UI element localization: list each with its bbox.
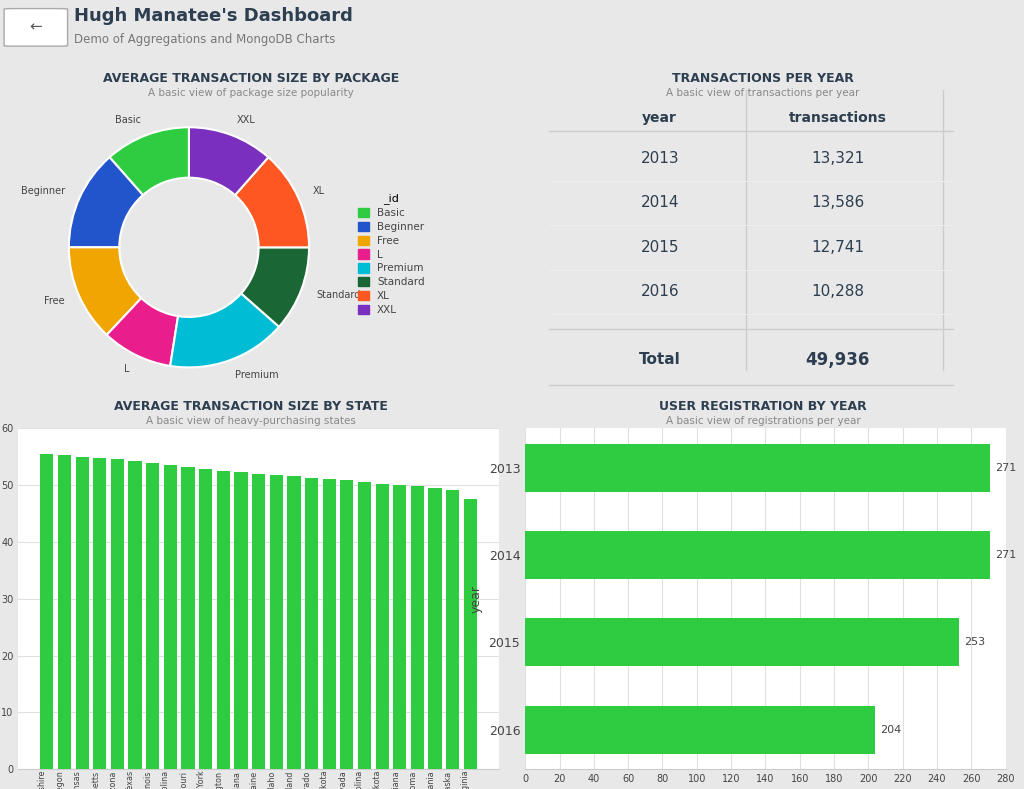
Bar	[464, 499, 477, 769]
Text: 49,936: 49,936	[805, 351, 869, 369]
Text: 12,741: 12,741	[811, 240, 864, 255]
Text: A basic view of package size popularity: A basic view of package size popularity	[148, 88, 353, 98]
Text: 204: 204	[881, 725, 901, 735]
Text: transactions: transactions	[788, 110, 887, 125]
Bar	[376, 484, 389, 769]
Bar	[93, 458, 106, 769]
Bar	[357, 482, 371, 769]
Text: 2016: 2016	[640, 284, 679, 299]
Text: 271: 271	[995, 550, 1017, 560]
Bar	[269, 475, 283, 769]
Bar	[217, 471, 230, 769]
Bar	[58, 455, 71, 769]
Text: AVERAGE TRANSACTION SIZE BY STATE: AVERAGE TRANSACTION SIZE BY STATE	[114, 400, 388, 413]
Text: USER REGISTRATION BY YEAR: USER REGISTRATION BY YEAR	[659, 400, 866, 413]
Bar	[288, 477, 300, 769]
Y-axis label: year: year	[470, 585, 483, 613]
Bar	[164, 465, 177, 769]
Text: 253: 253	[965, 638, 985, 648]
Bar	[252, 473, 265, 769]
Bar	[181, 467, 195, 769]
Text: ←: ←	[30, 19, 42, 35]
Bar	[525, 443, 990, 492]
Bar	[525, 619, 959, 667]
Bar	[76, 457, 89, 769]
Bar	[446, 489, 460, 769]
Bar	[411, 486, 424, 769]
Text: 2013: 2013	[640, 151, 679, 166]
Text: A basic view of heavy-purchasing states: A basic view of heavy-purchasing states	[146, 416, 355, 425]
Text: TRANSACTIONS PER YEAR: TRANSACTIONS PER YEAR	[672, 73, 854, 85]
Bar	[305, 478, 318, 769]
Text: 13,321: 13,321	[811, 151, 864, 166]
Text: Hugh Manatee's Dashboard: Hugh Manatee's Dashboard	[74, 7, 352, 25]
Bar	[234, 473, 248, 769]
Text: AVERAGE TRANSACTION SIZE BY PACKAGE: AVERAGE TRANSACTION SIZE BY PACKAGE	[102, 73, 399, 85]
Bar	[128, 461, 141, 769]
Bar	[199, 469, 212, 769]
Text: Total: Total	[639, 353, 681, 368]
Bar	[428, 488, 441, 769]
Text: 10,288: 10,288	[811, 284, 864, 299]
Bar	[340, 481, 353, 769]
Bar	[146, 463, 160, 769]
Text: Demo of Aggregations and MongoDB Charts: Demo of Aggregations and MongoDB Charts	[74, 32, 335, 46]
Bar	[525, 531, 990, 579]
Text: A basic view of registrations per year: A basic view of registrations per year	[666, 416, 860, 425]
Text: year: year	[642, 110, 677, 125]
Bar	[323, 479, 336, 769]
Text: 2014: 2014	[640, 196, 679, 211]
FancyBboxPatch shape	[4, 9, 68, 46]
Bar	[40, 454, 53, 769]
Bar	[111, 459, 124, 769]
Text: 13,586: 13,586	[811, 196, 864, 211]
Text: 271: 271	[995, 462, 1017, 473]
Text: A basic view of transactions per year: A basic view of transactions per year	[667, 88, 859, 98]
Legend: Basic, Beginner, Free, L, Premium, Standard, XL, XXL: Basic, Beginner, Free, L, Premium, Stand…	[355, 190, 428, 318]
Bar	[393, 485, 407, 769]
Text: 2015: 2015	[640, 240, 679, 255]
Bar	[525, 705, 876, 753]
